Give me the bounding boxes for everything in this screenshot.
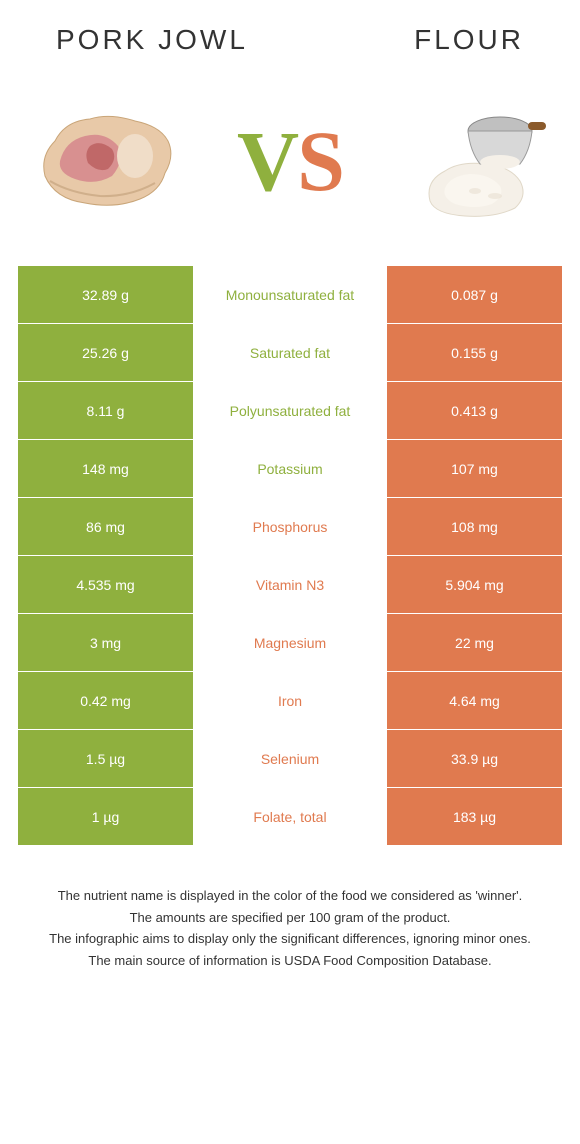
table-row: 25.26 gSaturated fat0.155 g — [18, 324, 562, 382]
title-left: PORK JOWL — [56, 24, 248, 56]
table-row: 86 mgPhosphorus108 mg — [18, 498, 562, 556]
table-row: 8.11 gPolyunsaturated fat0.413 g — [18, 382, 562, 440]
table-row: 4.535 mgVitamin N35.904 mg — [18, 556, 562, 614]
value-right: 4.64 mg — [387, 672, 562, 729]
footer-line: The infographic aims to display only the… — [30, 929, 550, 949]
value-left: 86 mg — [18, 498, 193, 555]
value-left: 25.26 g — [18, 324, 193, 381]
value-right: 0.087 g — [387, 266, 562, 323]
nutrient-label: Selenium — [193, 730, 387, 787]
table-row: 0.42 mgIron4.64 mg — [18, 672, 562, 730]
value-left: 148 mg — [18, 440, 193, 497]
nutrient-label: Saturated fat — [193, 324, 387, 381]
flour-image — [400, 96, 550, 226]
footer-notes: The nutrient name is displayed in the co… — [0, 846, 580, 970]
footer-line: The main source of information is USDA F… — [30, 951, 550, 971]
vs-v: V — [237, 113, 297, 209]
table-row: 32.89 gMonounsaturated fat0.087 g — [18, 266, 562, 324]
value-right: 5.904 mg — [387, 556, 562, 613]
nutrient-label: Monounsaturated fat — [193, 266, 387, 323]
nutrient-label: Folate, total — [193, 788, 387, 845]
footer-line: The amounts are specified per 100 gram o… — [30, 908, 550, 928]
vs-s: S — [297, 113, 343, 209]
nutrient-label: Polyunsaturated fat — [193, 382, 387, 439]
value-right: 108 mg — [387, 498, 562, 555]
footer-line: The nutrient name is displayed in the co… — [30, 886, 550, 906]
table-row: 3 mgMagnesium22 mg — [18, 614, 562, 672]
table-row: 148 mgPotassium107 mg — [18, 440, 562, 498]
value-left: 3 mg — [18, 614, 193, 671]
value-left: 8.11 g — [18, 382, 193, 439]
comparison-table: 32.89 gMonounsaturated fat0.087 g25.26 g… — [0, 266, 580, 846]
value-left: 4.535 mg — [18, 556, 193, 613]
nutrient-label: Magnesium — [193, 614, 387, 671]
nutrient-label: Phosphorus — [193, 498, 387, 555]
nutrient-label: Vitamin N3 — [193, 556, 387, 613]
vs-label: VS — [237, 111, 343, 211]
value-right: 0.413 g — [387, 382, 562, 439]
value-left: 32.89 g — [18, 266, 193, 323]
table-row: 1.5 µgSelenium33.9 µg — [18, 730, 562, 788]
pork-jowl-image — [30, 96, 180, 226]
nutrient-label: Potassium — [193, 440, 387, 497]
value-right: 22 mg — [387, 614, 562, 671]
title-right: FLOUR — [414, 24, 524, 56]
table-row: 1 µgFolate, total183 µg — [18, 788, 562, 846]
value-left: 0.42 mg — [18, 672, 193, 729]
value-left: 1 µg — [18, 788, 193, 845]
value-right: 0.155 g — [387, 324, 562, 381]
header: PORK JOWL FLOUR — [0, 0, 580, 76]
value-right: 183 µg — [387, 788, 562, 845]
value-right: 33.9 µg — [387, 730, 562, 787]
value-left: 1.5 µg — [18, 730, 193, 787]
nutrient-label: Iron — [193, 672, 387, 729]
value-right: 107 mg — [387, 440, 562, 497]
hero-row: VS — [0, 76, 580, 266]
